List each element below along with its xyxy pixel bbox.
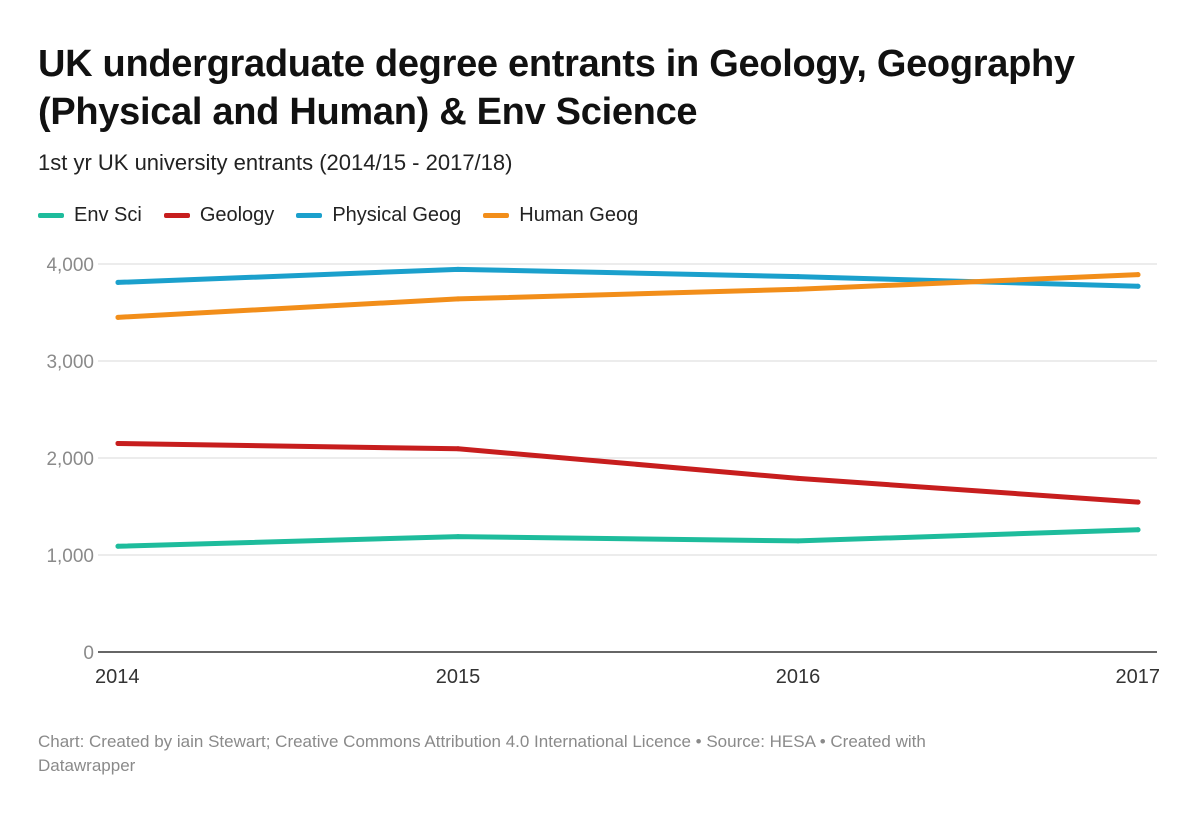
chart-title: UK undergraduate degree entrants in Geol… <box>38 43 1075 133</box>
data-point-geology <box>1135 499 1141 505</box>
series-line-physical-geog <box>115 266 1141 289</box>
x-tick-label: 2017 <box>1116 666 1161 688</box>
x-tick-label: 2015 <box>436 666 481 688</box>
data-point-geology <box>795 475 801 481</box>
data-point-human-geog <box>1135 272 1141 278</box>
data-point-human-geog <box>115 314 121 320</box>
x-tick-label: 2014 <box>95 666 140 688</box>
data-point-env-sci <box>455 534 461 540</box>
x-axis-tick-labels: 2014 2015 2016 2017 <box>95 666 1160 688</box>
legend-item-env-sci: Env Sci <box>38 204 142 227</box>
series-line-env-sci <box>115 527 1141 549</box>
data-point-geology <box>115 440 121 446</box>
series-physical-geog <box>115 266 1141 289</box>
legend-swatch-geology <box>163 213 190 218</box>
legend-label-human-geog: Human Geog <box>519 204 639 226</box>
series-env-sci <box>115 527 1141 549</box>
data-point-physical-geog <box>115 279 121 285</box>
data-point-physical-geog <box>455 266 461 272</box>
legend-item-physical-geog: Physical Geog <box>296 204 461 227</box>
data-point-physical-geog <box>795 274 801 280</box>
legend-item-human-geog: Human Geog <box>483 204 638 227</box>
legend-label-env-sci: Env Sci <box>74 204 142 226</box>
data-point-human-geog <box>455 296 461 302</box>
legend-label-geology: Geology <box>199 204 275 226</box>
y-tick-label: 0 <box>83 643 94 664</box>
legend: Env Sci Geology Physical Geog Human Geog <box>38 204 660 227</box>
legend-swatch-human-geog <box>483 213 510 218</box>
chart-subtitle: 1st yr UK university entrants (2014/15 -… <box>38 150 513 175</box>
series-line-human-geog <box>115 272 1141 320</box>
legend-item-geology: Geology <box>163 204 275 227</box>
data-point-env-sci <box>795 538 801 544</box>
series-human-geog <box>115 272 1141 320</box>
gridlines <box>98 263 1157 653</box>
x-tick-label: 2016 <box>776 666 821 688</box>
y-tick-label: 3,000 <box>46 352 94 373</box>
chart-footer: Chart: Created by iain Stewart; Creative… <box>38 732 926 775</box>
data-point-physical-geog <box>1135 283 1141 289</box>
data-point-env-sci <box>115 543 121 549</box>
data-point-env-sci <box>1135 527 1141 533</box>
series-geology <box>115 440 1141 505</box>
y-tick-label: 4,000 <box>46 255 94 276</box>
legend-swatch-env-sci <box>38 213 64 218</box>
legend-label-physical-geog: Physical Geog <box>332 204 462 226</box>
legend-swatch-physical-geog <box>296 213 323 218</box>
series-lines <box>115 266 1141 549</box>
data-point-geology <box>455 446 461 452</box>
y-axis-tick-labels: 0 1,000 2,000 3,000 4,000 <box>46 255 94 664</box>
data-point-human-geog <box>795 286 801 292</box>
series-line-geology <box>115 440 1141 505</box>
y-tick-label: 1,000 <box>46 546 94 567</box>
y-tick-label: 2,000 <box>46 449 94 470</box>
